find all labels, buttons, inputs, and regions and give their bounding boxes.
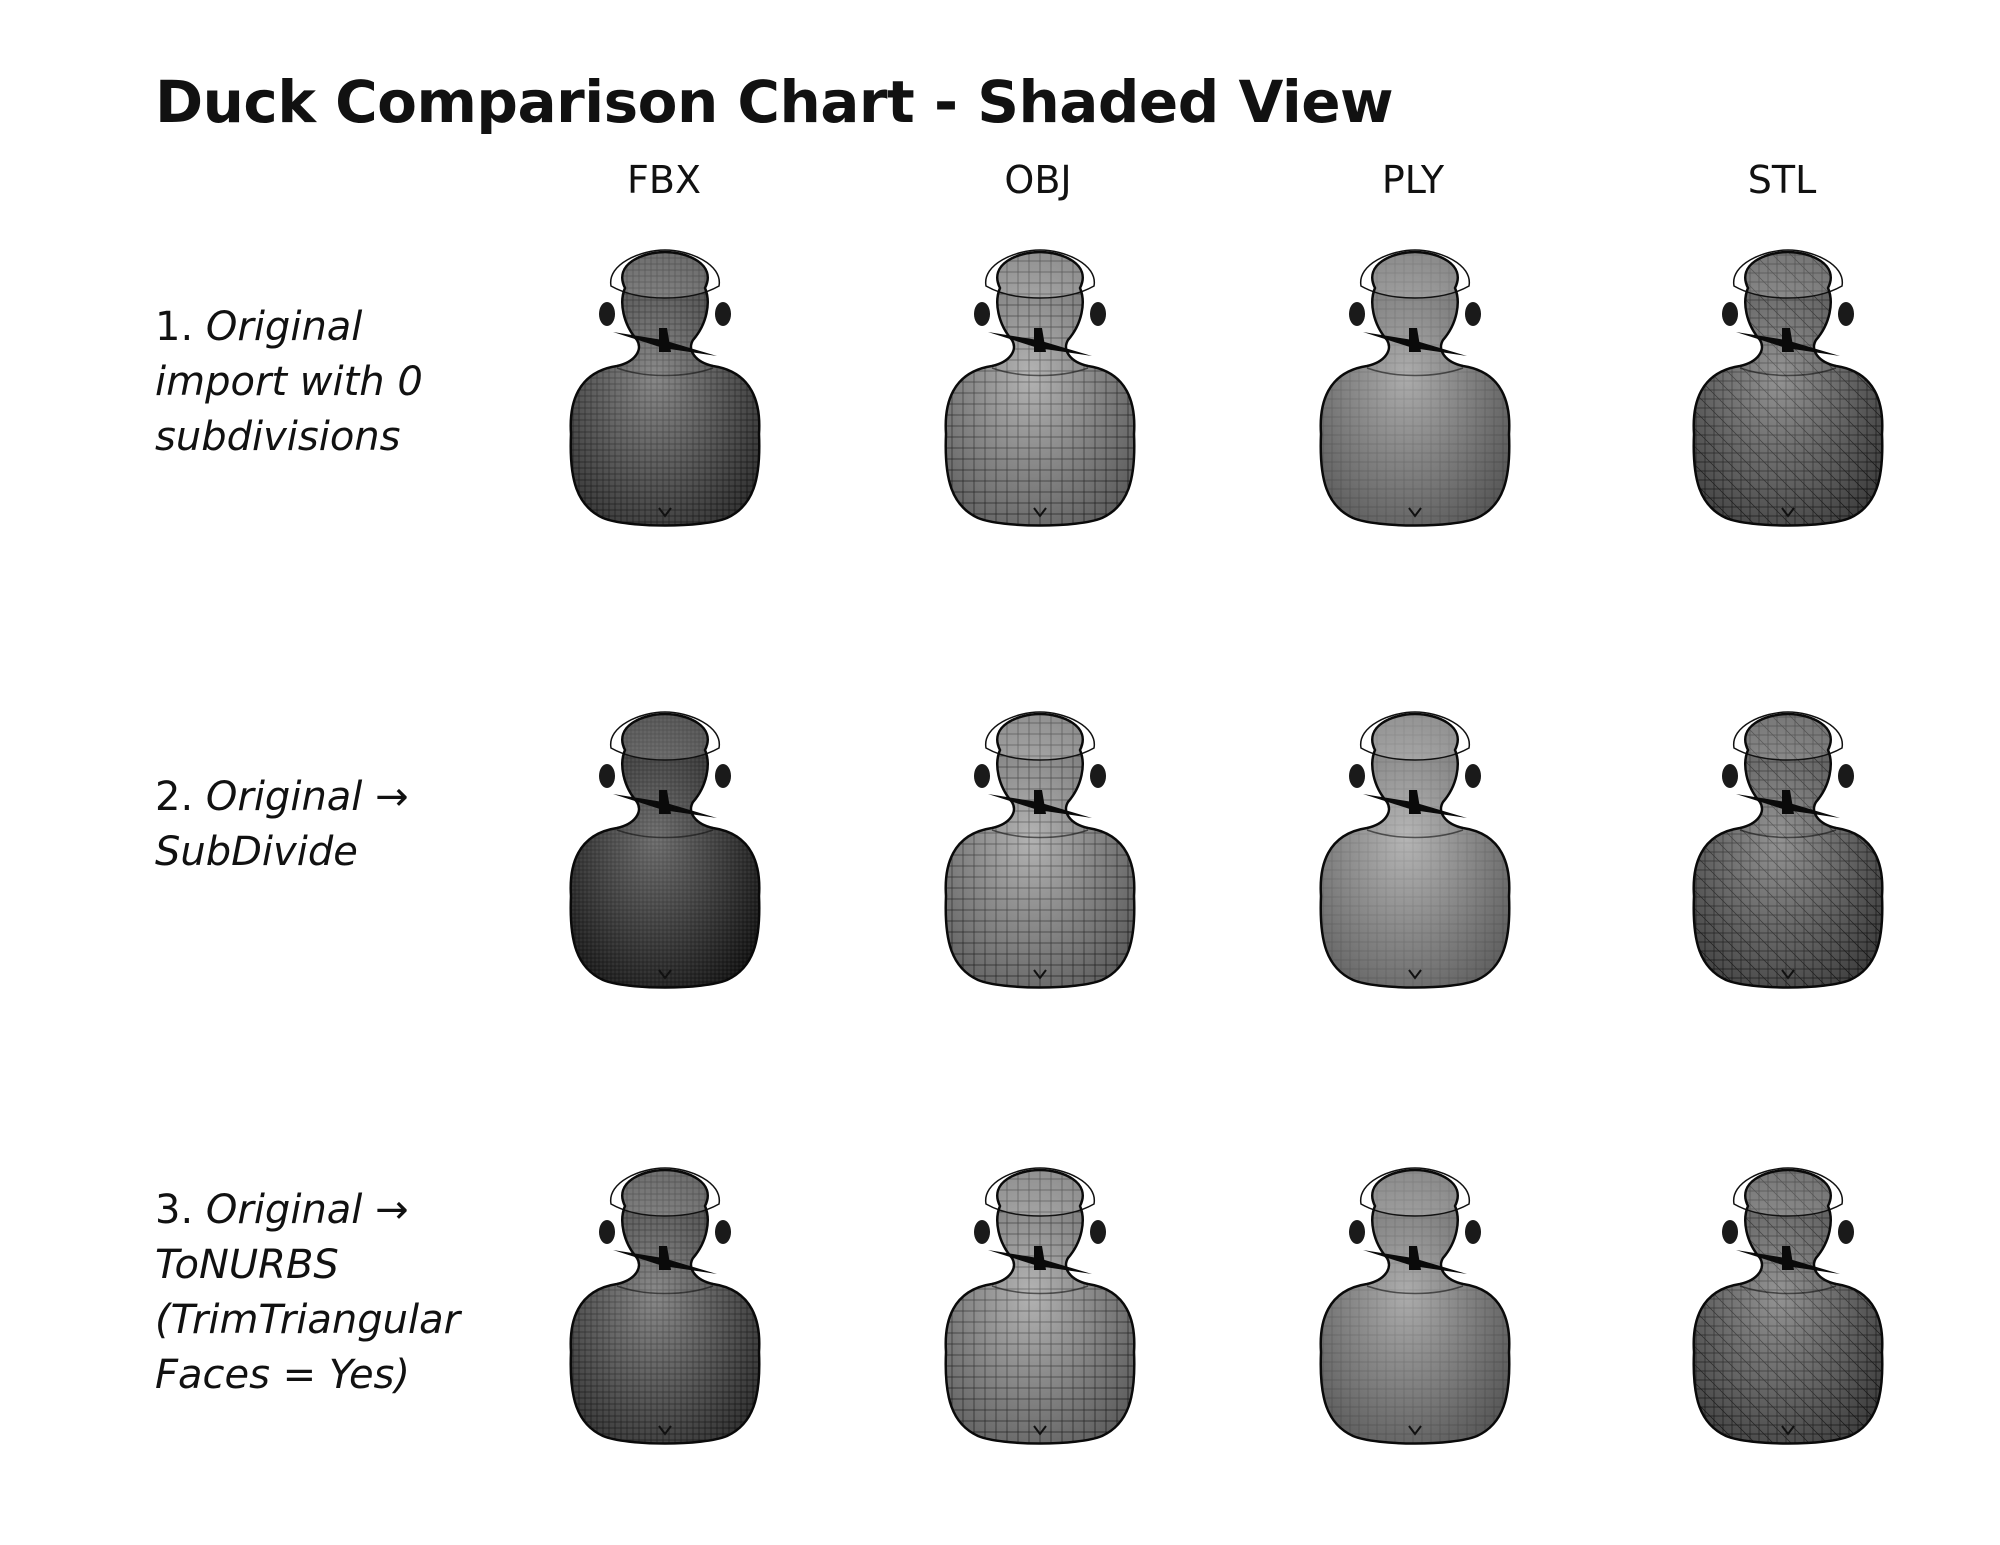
- row-label-line: import with 0: [155, 359, 423, 405]
- column-header-obj: OBJ: [1004, 158, 1072, 202]
- duck-model-fbx-row-2: [555, 690, 775, 1000]
- row-label-line: Original →: [205, 1187, 409, 1233]
- row-label-3: 3. Original → ToNURBS (TrimTriangular Fa…: [155, 1183, 515, 1403]
- row-label-line: ToNURBS: [155, 1242, 339, 1288]
- row-label-line: Original →: [205, 774, 409, 820]
- row-label-1: 1. Original import with 0 subdivisions: [155, 300, 515, 465]
- row-label-line: SubDivide: [155, 829, 358, 875]
- column-header-stl: STL: [1747, 158, 1817, 202]
- row-label-2: 2. Original → SubDivide: [155, 770, 515, 880]
- duck-model-obj-row-1: [930, 228, 1150, 538]
- duck-model-ply-row-1: [1305, 228, 1525, 538]
- duck-model-fbx-row-1: [555, 228, 775, 538]
- row-number: 1.: [155, 304, 194, 350]
- duck-model-stl-row-3: [1678, 1146, 1898, 1456]
- duck-model-stl-row-2: [1678, 690, 1898, 1000]
- row-label-line: Faces = Yes): [155, 1352, 410, 1398]
- duck-model-ply-row-2: [1305, 690, 1525, 1000]
- duck-model-ply-row-3: [1305, 1146, 1525, 1456]
- row-number: 3.: [155, 1187, 194, 1233]
- row-label-line: subdivisions: [155, 414, 401, 460]
- duck-model-obj-row-2: [930, 690, 1150, 1000]
- duck-model-obj-row-3: [930, 1146, 1150, 1456]
- duck-model-fbx-row-3: [555, 1146, 775, 1456]
- page-title: Duck Comparison Chart - Shaded View: [155, 68, 1394, 136]
- column-header-fbx: FBX: [627, 158, 701, 202]
- row-number: 2.: [155, 774, 194, 820]
- duck-model-stl-row-1: [1678, 228, 1898, 538]
- row-label-line: Original: [205, 304, 363, 350]
- column-header-ply: PLY: [1381, 158, 1445, 202]
- row-label-line: (TrimTriangular: [155, 1297, 461, 1343]
